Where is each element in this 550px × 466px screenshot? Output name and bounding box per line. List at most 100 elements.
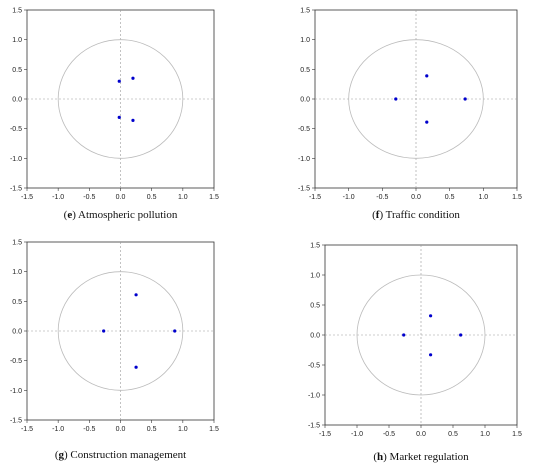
x-tick-label: 0.5 — [147, 194, 157, 201]
data-point — [425, 74, 429, 78]
y-tick-label: 1.0 — [12, 269, 22, 276]
caption-paren-open: ( — [373, 451, 377, 463]
y-tick-label: 0.5 — [12, 299, 22, 306]
caption-paren-close: ) — [383, 451, 389, 463]
data-point — [134, 365, 138, 369]
x-tick-label: 0.5 — [448, 431, 458, 438]
x-tick-label: -1.0 — [52, 426, 64, 433]
panel-h: -1.5 -1.0 -0.5 0.0 0.5 1.0 1.5 1.5 1.0 0.5 0.0 -0.5… — [308, 243, 522, 464]
y-tick-label: 0.5 — [300, 67, 310, 74]
x-tick-label: 0.0 — [416, 431, 426, 438]
x-tick-label: 1.0 — [480, 431, 490, 438]
x-tick-label: 1.0 — [478, 194, 488, 201]
x-tick-label: 1.5 — [512, 194, 522, 201]
x-tick-label: -1.0 — [351, 431, 363, 438]
caption-paren-open: ( — [64, 209, 68, 221]
x-tick-label: 0.0 — [116, 194, 126, 201]
caption-text: Construction management — [70, 449, 186, 461]
panel-f: -1.5 -1.0 -0.5 0.0 0.5 1.0 1.5 1.5 1.0 0.5 0.0 -0.5… — [298, 8, 522, 222]
unit-circle — [57, 271, 184, 391]
panel-caption: (e) Atmospheric pollution — [64, 209, 178, 221]
y-tick-label: -1.0 — [298, 156, 310, 163]
panel-e: -1.5 -1.0 -0.5 0.0 0.5 1.0 1.5 1.5 1.0 0.5 0.0 -0.5… — [10, 8, 219, 222]
x-tick-label: 0.0 — [116, 426, 126, 433]
data-point — [425, 120, 429, 124]
caption-text: Market regulation — [390, 451, 470, 463]
y-tick-label: -0.5 — [10, 358, 22, 365]
x-tick-label: 1.5 — [209, 426, 219, 433]
y-tick-label: 1.5 — [310, 243, 320, 250]
y-tick-label: -1.0 — [308, 393, 320, 400]
x-tick-label: 1.5 — [209, 194, 219, 201]
data-point — [429, 353, 433, 357]
caption-paren-close: ) — [379, 209, 385, 221]
y-tick-label: 0.0 — [12, 329, 22, 336]
y-tick-label: 0.5 — [310, 303, 320, 310]
x-tick-label: -0.5 — [83, 426, 95, 433]
y-tick-label: 1.5 — [12, 8, 22, 15]
y-tick-label: -1.5 — [308, 423, 320, 430]
y-tick-label: -1.0 — [10, 156, 22, 163]
x-tick-label: 0.0 — [411, 194, 421, 201]
y-tick-label: -1.5 — [10, 186, 22, 193]
data-point — [134, 293, 138, 297]
data-point — [402, 333, 406, 337]
x-tick-label: 1.0 — [178, 194, 188, 201]
caption-paren-close: ) — [64, 449, 70, 461]
x-tick-label: 1.0 — [178, 426, 188, 433]
y-tick-label: -1.5 — [298, 186, 310, 193]
data-point — [463, 97, 467, 101]
caption-text: Traffic condition — [386, 209, 461, 221]
data-point — [117, 79, 121, 83]
caption-paren-open: ( — [372, 209, 376, 221]
data-point — [102, 329, 106, 333]
y-tick-label: -0.5 — [298, 126, 310, 133]
y-tick-label: 1.5 — [300, 8, 310, 15]
y-tick-label: 1.0 — [310, 273, 320, 280]
data-point — [459, 333, 463, 337]
x-tick-label: -0.5 — [376, 194, 388, 201]
x-tick-label: -1.5 — [319, 431, 331, 438]
y-tick-label: 0.5 — [12, 67, 22, 74]
y-tick-label: 0.0 — [310, 333, 320, 340]
y-tick-label: 1.0 — [300, 37, 310, 44]
x-tick-label: -1.0 — [343, 194, 355, 201]
caption-letter: h — [377, 451, 383, 463]
caption-text: Atmospheric pollution — [78, 209, 178, 221]
caption-letter: e — [67, 209, 72, 221]
data-point — [429, 314, 433, 318]
y-tick-label: 1.0 — [12, 37, 22, 44]
data-point — [117, 115, 121, 119]
y-tick-label: 1.5 — [12, 240, 22, 247]
caption-paren-open: ( — [55, 449, 59, 461]
panel-caption: (h) Market regulation — [373, 451, 469, 463]
data-point — [131, 76, 135, 80]
x-tick-label: -0.5 — [383, 431, 395, 438]
y-tick-label: -0.5 — [10, 126, 22, 133]
panel-caption: (f) Traffic condition — [372, 209, 460, 221]
data-point — [394, 97, 398, 101]
y-tick-label: -1.5 — [10, 418, 22, 425]
x-tick-label: -1.5 — [21, 194, 33, 201]
x-tick-label: -0.5 — [83, 194, 95, 201]
caption-letter: g — [58, 449, 64, 461]
caption-letter: f — [376, 209, 380, 221]
x-tick-label: -1.5 — [309, 194, 321, 201]
panel-g: -1.5 -1.0 -0.5 0.0 0.5 1.0 1.5 1.5 1.0 0.5 0.0 -0.5… — [10, 240, 219, 462]
unit-circle — [348, 39, 484, 159]
unit-circle — [57, 39, 184, 159]
caption-paren-close: ) — [72, 209, 78, 221]
x-tick-label: -1.5 — [21, 426, 33, 433]
y-tick-label: -0.5 — [308, 363, 320, 370]
data-point — [173, 329, 177, 333]
x-tick-label: 1.5 — [512, 431, 522, 438]
y-tick-label: -1.0 — [10, 388, 22, 395]
panel-caption: (g) Construction management — [55, 449, 186, 461]
unit-circle — [356, 274, 486, 396]
x-tick-label: -1.0 — [52, 194, 64, 201]
x-tick-label: 0.5 — [147, 426, 157, 433]
y-tick-label: 0.0 — [300, 97, 310, 104]
y-tick-label: 0.0 — [12, 97, 22, 104]
data-point — [131, 118, 135, 122]
